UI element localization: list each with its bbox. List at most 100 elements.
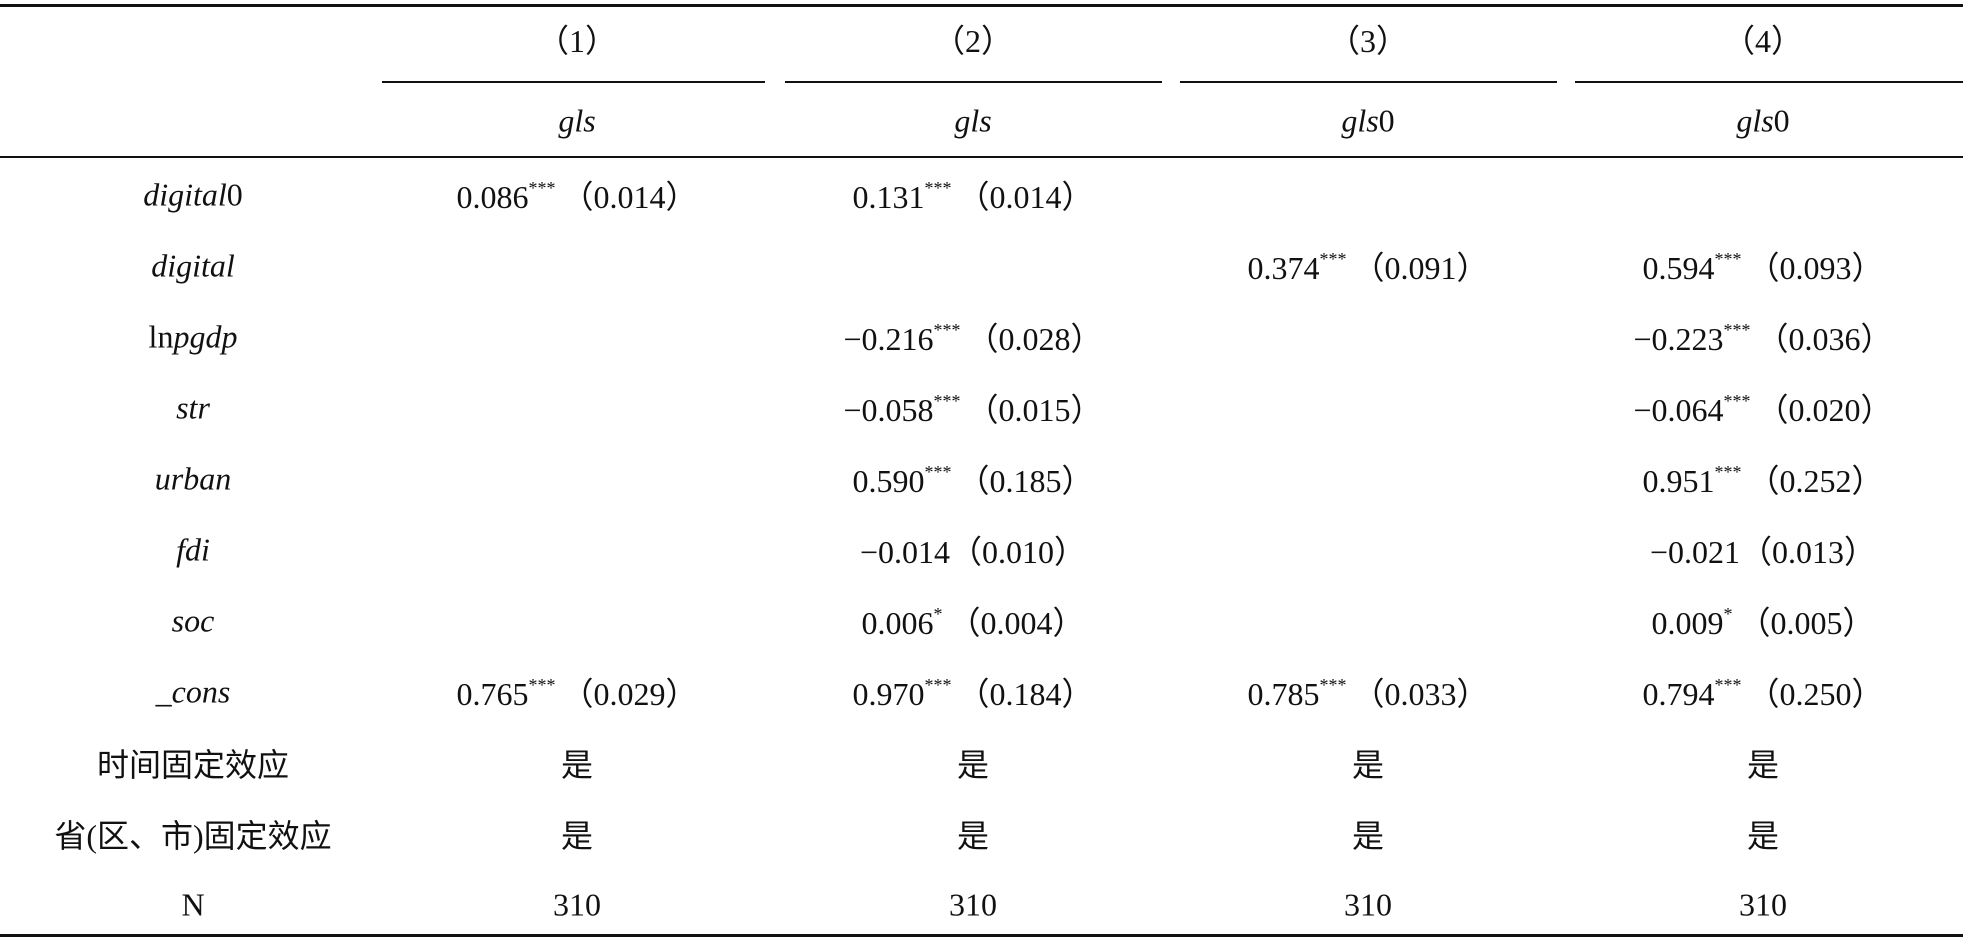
table-cell: 0.951*** （0.252）	[1642, 456, 1883, 502]
coefficient: −0.058	[843, 392, 934, 428]
table-cell: −0.223*** （0.036）	[1633, 314, 1892, 360]
standard-error: （0.010）	[950, 534, 1087, 570]
table-cell: 310	[949, 887, 997, 924]
dep-part: 0	[1773, 102, 1790, 139]
standard-error: （0.004）	[948, 605, 1085, 641]
significance-stars: ***	[924, 462, 952, 482]
column-rule	[1180, 81, 1557, 83]
significance-stars: ***	[528, 675, 556, 695]
standard-error: （0.020）	[1756, 392, 1893, 428]
standard-error: （0.250）	[1747, 676, 1884, 712]
coefficient: 0.131	[852, 179, 925, 215]
dep-part: gls	[1736, 102, 1774, 139]
dep-part: gls	[558, 102, 596, 139]
dep-part: gls	[1341, 102, 1379, 139]
table-cell: 0.374*** （0.091）	[1247, 243, 1488, 289]
table-cell: 0.785*** （0.033）	[1247, 669, 1488, 715]
table-cell: 是	[1352, 811, 1384, 857]
significance-stars: *	[1723, 604, 1733, 624]
standard-error: （0.028）	[966, 321, 1103, 357]
coefficient: 0.594	[1642, 250, 1715, 286]
table-cell: 是	[957, 811, 989, 857]
top-rule	[0, 4, 1963, 7]
row-label: soc	[172, 603, 215, 640]
table-cell: 0.006* （0.004）	[861, 598, 1084, 644]
significance-stars: ***	[933, 320, 961, 340]
table-cell: 0.594*** （0.093）	[1642, 243, 1883, 289]
row-label: digital0	[143, 177, 243, 214]
dependent-variable: gls0	[1341, 103, 1394, 140]
coefficient: 是	[560, 818, 594, 854]
table-cell: 0.794*** （0.250）	[1642, 669, 1883, 715]
coefficient: 是	[1351, 747, 1385, 783]
label-part: soc	[171, 602, 215, 639]
table-cell: 0.009* （0.005）	[1651, 598, 1874, 644]
coefficient: 0.970	[852, 676, 925, 712]
coefficient: 是	[956, 818, 990, 854]
coefficient: 是	[1746, 747, 1780, 783]
standard-error: （0.014）	[957, 179, 1094, 215]
table-cell: −0.021（0.013）	[1650, 527, 1876, 573]
label-part: urban	[154, 460, 232, 497]
significance-stars: *	[933, 604, 943, 624]
standard-error: （0.252）	[1747, 463, 1884, 499]
standard-error: （0.005）	[1738, 605, 1875, 641]
table-cell: 0.131*** （0.014）	[852, 172, 1093, 218]
column-number: （3）	[1327, 23, 1409, 59]
coefficient: 是	[1351, 818, 1385, 854]
coefficient: 0.086	[456, 179, 529, 215]
significance-stars: ***	[1723, 320, 1751, 340]
coefficient: 310	[553, 886, 601, 923]
row-label: fdi	[176, 532, 210, 569]
label-part: str	[176, 389, 210, 426]
standard-error: （0.091）	[1352, 250, 1489, 286]
table-cell: 是	[1747, 811, 1779, 857]
column-number: （1）	[536, 23, 618, 59]
coefficient: −0.064	[1633, 392, 1724, 428]
table-cell: 是	[561, 811, 593, 857]
dep-part: gls	[954, 102, 992, 139]
table-cell: 是	[957, 740, 989, 786]
coefficient: 是	[1746, 818, 1780, 854]
table-cell: 0.765*** （0.029）	[456, 669, 697, 715]
row-label: str	[176, 390, 210, 427]
label-part: _cons	[155, 673, 231, 710]
table-cell: −0.216*** （0.028）	[843, 314, 1102, 360]
significance-stars: ***	[1319, 675, 1347, 695]
significance-stars: ***	[933, 391, 961, 411]
significance-stars: ***	[1714, 675, 1742, 695]
table-cell: 0.590*** （0.185）	[852, 456, 1093, 502]
coefficient: 0.009	[1651, 605, 1724, 641]
coefficient: −0.021	[1649, 534, 1741, 570]
coefficient: 0.785	[1247, 676, 1320, 712]
table-cell: 是	[1747, 740, 1779, 786]
label-part: 0	[226, 176, 243, 213]
coefficient: 0.794	[1642, 676, 1715, 712]
coefficient: 0.951	[1642, 463, 1715, 499]
coefficient: 310	[1344, 886, 1392, 923]
table-cell: −0.058*** （0.015）	[843, 385, 1102, 431]
row-label: lnpgdp	[149, 319, 238, 356]
dependent-variable: gls	[558, 103, 595, 140]
table-cell: 310	[553, 887, 601, 924]
standard-error: （0.015）	[966, 392, 1103, 428]
label-part: fdi	[176, 531, 210, 568]
significance-stars: ***	[1723, 391, 1751, 411]
row-label: 时间固定效应	[97, 740, 289, 786]
table-cell: 是	[1352, 740, 1384, 786]
header-rule	[0, 156, 1963, 158]
significance-stars: ***	[1319, 249, 1347, 269]
row-label: urban	[155, 461, 231, 498]
row-label: digital	[151, 248, 235, 285]
coefficient: −0.216	[843, 321, 934, 357]
coefficient: 0.374	[1247, 250, 1320, 286]
row-label: _cons	[156, 674, 231, 711]
dependent-variable: gls0	[1736, 103, 1789, 140]
label-part: digital	[143, 176, 227, 213]
table-cell: 0.970*** （0.184）	[852, 669, 1093, 715]
significance-stars: ***	[924, 675, 952, 695]
standard-error: （0.014）	[561, 179, 698, 215]
label-part: pgdp	[173, 318, 238, 355]
table-cell: 310	[1344, 887, 1392, 924]
